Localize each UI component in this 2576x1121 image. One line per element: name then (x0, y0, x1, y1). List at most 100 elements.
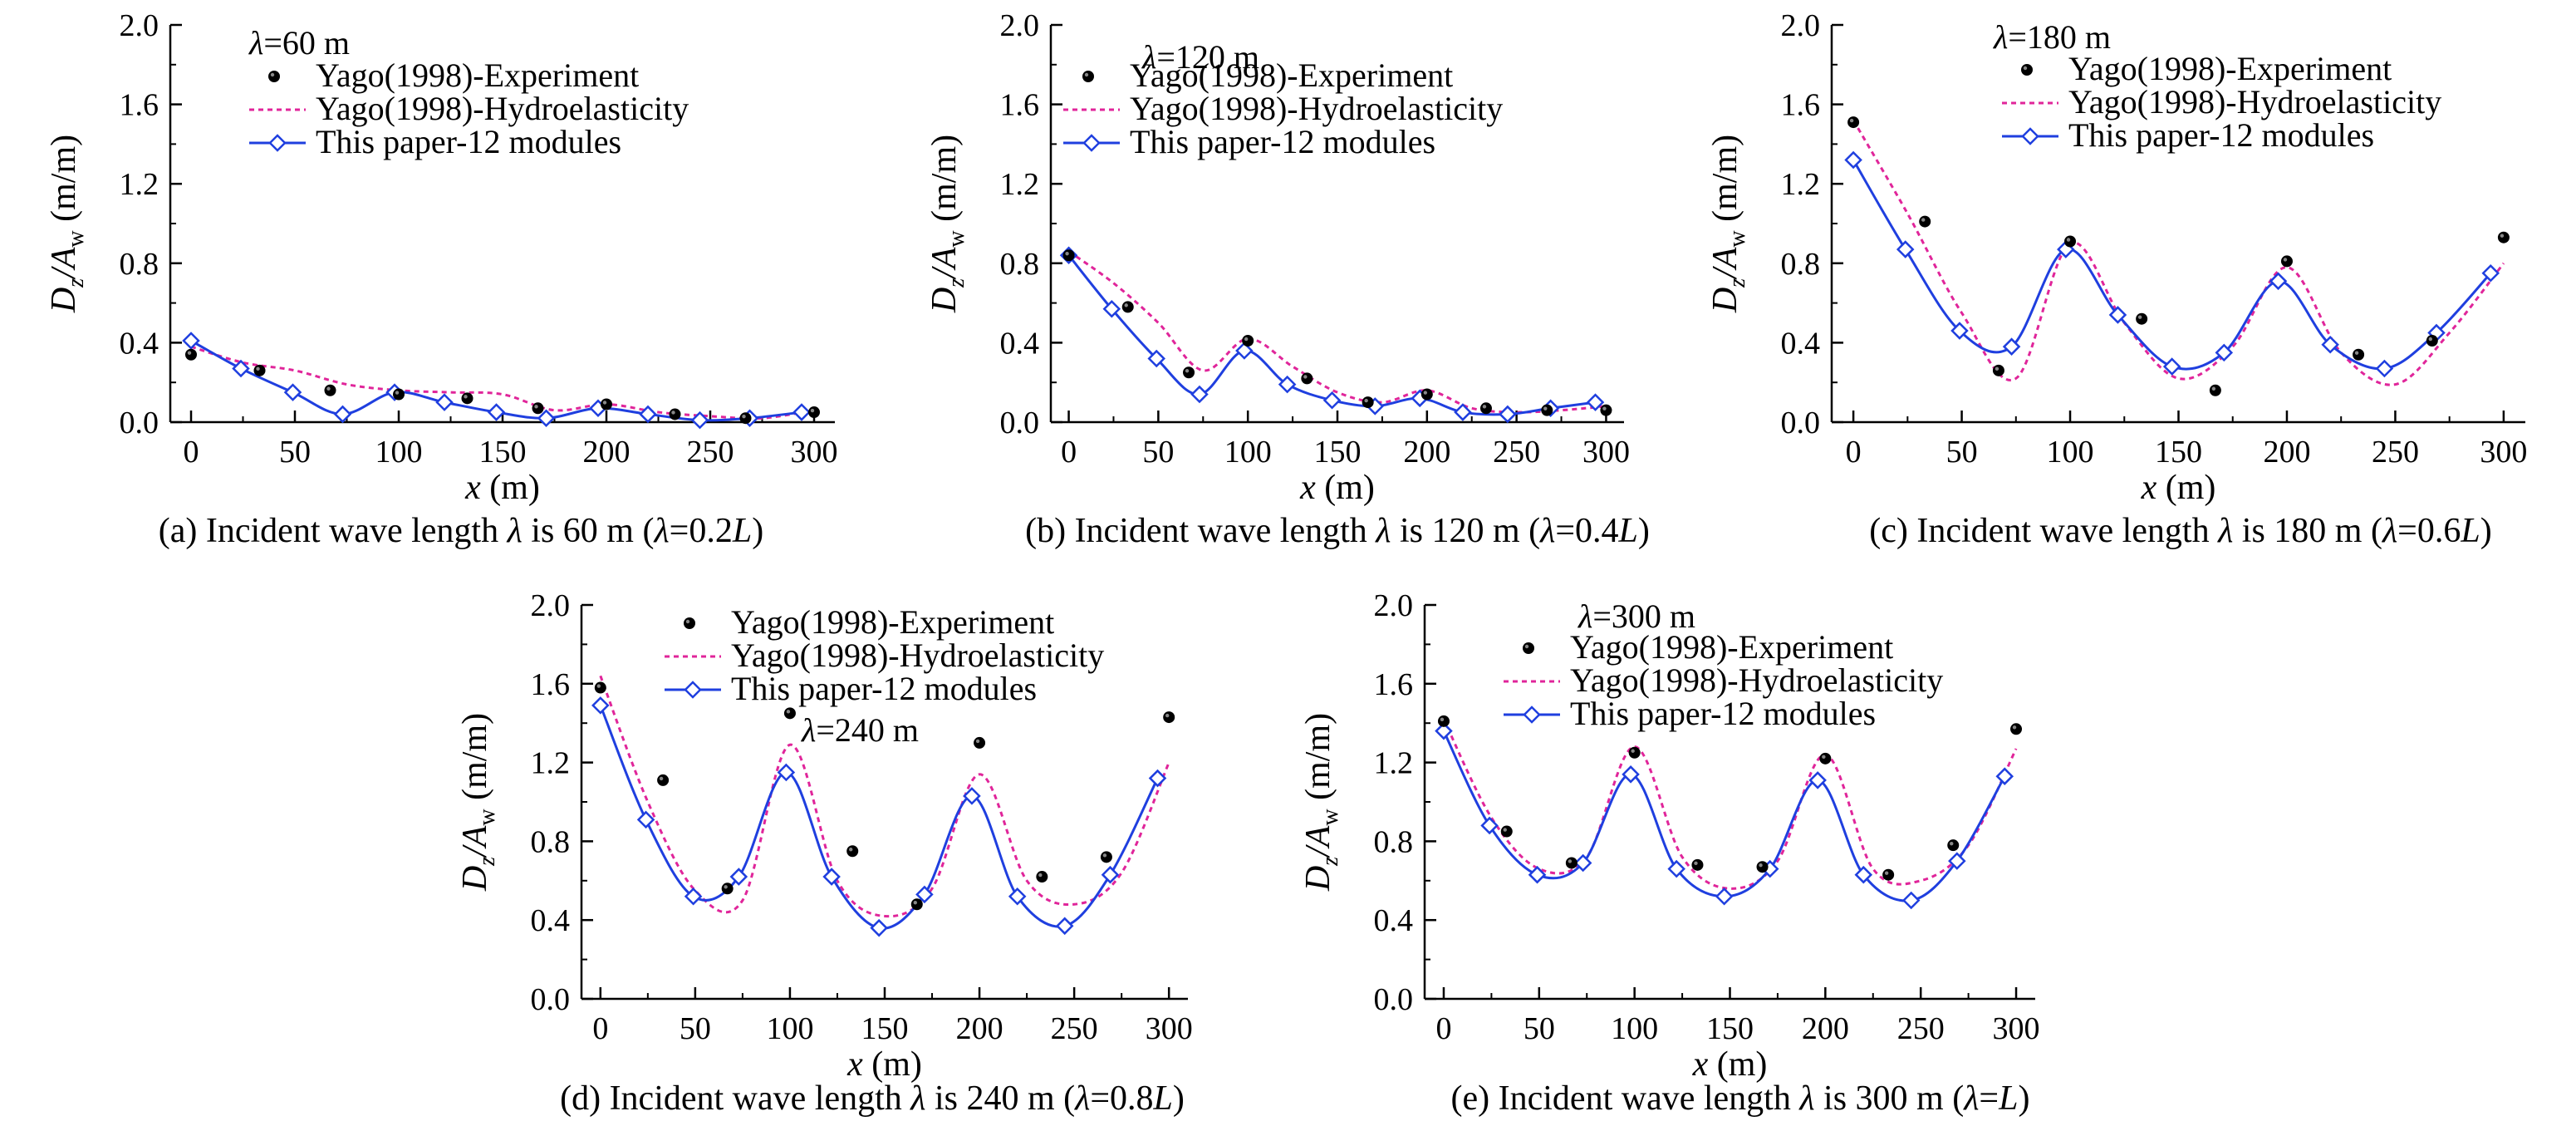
series-experiment-point (601, 398, 612, 411)
series-experiment-point (2280, 255, 2293, 268)
legend: Yago(1998)-ExperimentYago(1998)-Hydroela… (2002, 50, 2441, 154)
series-experiment-point (910, 898, 923, 911)
legend: Yago(1998)-ExperimentYago(1998)-Hydroela… (1504, 628, 1943, 732)
series-experiment-point (1062, 249, 1075, 262)
x-tick-label: 0 (1846, 435, 1862, 470)
x-axis-label: x (m) (1299, 469, 1375, 507)
series-paper-marker (1854, 865, 1873, 884)
series-experiment-point (1437, 715, 1450, 727)
legend-paper-label: This paper-12 modules (316, 123, 621, 160)
series-experiment-point (532, 402, 544, 415)
x-tick-label: 150 (479, 435, 527, 470)
x-tick-label: 100 (2047, 435, 2094, 470)
wavelength-annotation: λ=240 m (801, 711, 919, 749)
series-paper-marker (1995, 767, 2014, 785)
wavelength-annotation: λ=120 m (1141, 38, 1259, 76)
y-tick-label: 0.4 (531, 903, 571, 938)
series-paper-marker (2269, 272, 2288, 291)
wavelength-annotation: λ=180 m (1993, 18, 2111, 56)
series-experiment-point (1919, 215, 1931, 228)
series-paper-marker (684, 887, 703, 906)
panel-d: 0.0 0.4 0.8 1.2 1.6 2.0 0 50 100 150 200 250 300 Dz/A… (456, 588, 1193, 1118)
y-tick-label: 1.2 (1781, 167, 1821, 202)
x-tick-label: 300 (1993, 1011, 2040, 1046)
series-experiment-point (2064, 235, 2077, 248)
series-hydroelasticity-line (1067, 250, 1607, 414)
y-tick-label: 0.8 (1781, 247, 1821, 282)
x-tick-label: 300 (1146, 1011, 1193, 1046)
series-paper-marker (690, 411, 709, 430)
series-paper-marker (2002, 337, 2021, 356)
x-axis-label: x (m) (1692, 1045, 1768, 1084)
legend-paper-marker (2021, 127, 2039, 145)
y-tick-label: 1.6 (120, 88, 159, 123)
series-paper-marker (283, 383, 302, 401)
y-tick-label: 0.4 (120, 326, 159, 361)
series-paper-marker (333, 405, 352, 424)
y-axis-label: Dz/Aw (m/m) (456, 713, 500, 892)
x-tick-label: 0 (592, 1011, 608, 1046)
series-experiment-point (1183, 366, 1195, 379)
series-experiment-point (1242, 335, 1254, 347)
series-experiment-point (253, 364, 266, 376)
series-paper-marker (2481, 263, 2500, 283)
series-paper-marker (1896, 240, 1915, 258)
legend-hydro-label: Yago(1998)-Hydroelasticity (1130, 90, 1503, 127)
series-paper-marker (1008, 887, 1027, 906)
x-tick-label: 100 (1611, 1011, 1658, 1046)
x-tick-label: 250 (2372, 435, 2419, 470)
panel-c: 0.0 0.4 0.8 1.2 1.6 2.0 0 50 100 150 200 250 300 Dz/A… (1706, 8, 2527, 550)
x-tick-label: 300 (791, 435, 838, 470)
series-experiment-point (739, 412, 752, 425)
series-experiment-point (846, 845, 859, 858)
y-tick-label: 0.0 (1374, 982, 1414, 1017)
x-tick-label: 250 (687, 435, 734, 470)
y-tick-label: 2.0 (531, 588, 571, 623)
series-paper-marker (182, 332, 200, 350)
series-paper-marker (1808, 771, 1827, 789)
y-tick-label: 1.6 (531, 667, 571, 702)
x-tick-label: 100 (766, 1011, 813, 1046)
x-tick-label: 0 (1435, 1011, 1451, 1046)
series-paper-marker (435, 393, 454, 411)
x-tick-label: 200 (583, 435, 631, 470)
panel-caption: (c) Incident wave length λ is 180 m (λ=0… (1869, 512, 2491, 550)
series-hydroelasticity-line (599, 675, 1170, 918)
series-experiment-point (1100, 851, 1112, 863)
series-paper-marker (1480, 816, 1499, 835)
y-tick-label: 2.0 (1374, 588, 1414, 623)
x-tick-label: 200 (1802, 1011, 1849, 1046)
y-tick-label: 0.0 (1781, 406, 1821, 440)
series-paper-marker (1622, 765, 1640, 784)
series-experiment-point (974, 736, 986, 749)
panel-e: 0.0 0.4 0.8 1.2 1.6 2.0 0 50 100 150 200 250 300 Dz/A… (1299, 588, 2040, 1118)
x-tick-label: 300 (1582, 435, 1630, 470)
x-tick-label: 0 (184, 435, 199, 470)
series-experiment-point (393, 388, 405, 401)
series-paper-marker (2162, 357, 2181, 376)
legend-paper-label: This paper-12 modules (731, 670, 1037, 707)
series-experiment-point (1362, 396, 1374, 409)
series-experiment-point (594, 681, 606, 694)
series-experiment-point (1541, 404, 1553, 416)
y-tick-label: 0.0 (120, 406, 159, 440)
series-experiment-point (1847, 116, 1860, 129)
series-paper-marker (729, 868, 748, 886)
series-experiment-point (2353, 348, 2365, 361)
series-paper-line (1852, 159, 2492, 371)
series-experiment-point (1819, 752, 1832, 765)
wavelength-annotation: λ=300 m (1577, 597, 1695, 635)
series-paper-marker (1101, 865, 1120, 884)
series-experiment-point (808, 406, 820, 419)
y-tick-label: 1.2 (1000, 167, 1040, 202)
legend-paper-marker (1523, 706, 1541, 724)
y-tick-label: 1.2 (120, 167, 159, 202)
legend-experiment-marker (2021, 64, 2033, 76)
panel-caption: (b) Incident wave length λ is 120 m (λ=0… (1025, 512, 1650, 550)
series-paper-marker (1278, 375, 1297, 394)
series-experiment-point (1121, 301, 1134, 313)
series-paper-marker (1190, 385, 1209, 404)
series-paper-marker (1147, 349, 1165, 368)
series-experiment-point (2497, 231, 2510, 243)
